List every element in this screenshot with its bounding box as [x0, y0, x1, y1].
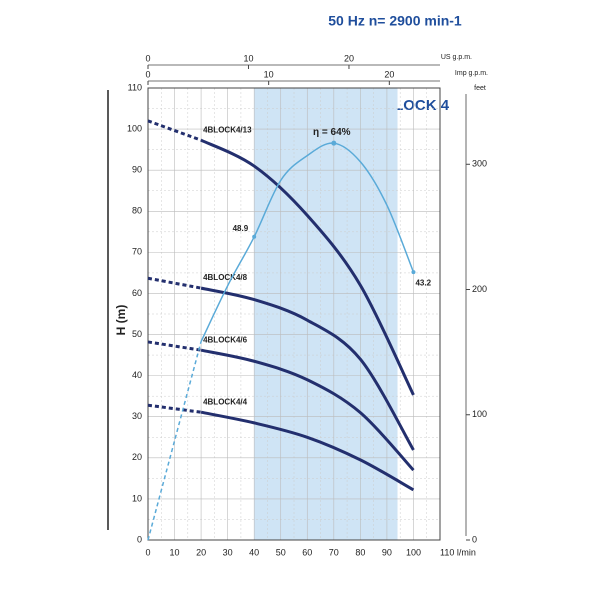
- top-tick-label: 20: [344, 53, 354, 63]
- efficiency-point: [411, 270, 416, 275]
- x2-axis-title: US g.p.m.: [441, 54, 472, 61]
- x-tick-label: 40: [249, 547, 259, 557]
- pump-curve: [147, 403, 202, 414]
- x3-axis-title: Imp g.p.m.: [455, 70, 488, 77]
- pump-curve: [200, 286, 415, 451]
- efficiency-curve: [200, 142, 415, 342]
- efficiency-label: η = 64%: [313, 127, 351, 138]
- x-tick-label: 60: [302, 547, 312, 557]
- pump-curve: [147, 276, 202, 290]
- efficiency-peak: [331, 140, 337, 146]
- y-tick-label: 40: [132, 370, 142, 380]
- curve-label: 4BLOCK4/6: [203, 335, 248, 344]
- y-tick-label: 60: [132, 288, 142, 298]
- x-tick-label: 70: [329, 547, 339, 557]
- plot-frame: [147, 87, 441, 541]
- y-tick-label: 110: [128, 82, 142, 92]
- y2-tick-label: 0: [472, 534, 477, 544]
- pump-curve: [147, 340, 202, 352]
- efficiency-curve: [147, 341, 202, 541]
- y-tick-label: 70: [132, 247, 142, 257]
- x-tick-label: 30: [223, 547, 233, 557]
- y-tick-label: 50: [132, 329, 142, 339]
- curve-label: 4BLOCK4/4: [203, 397, 248, 406]
- x-tick-label: 20: [196, 547, 206, 557]
- y-tick-label: 20: [132, 452, 142, 462]
- pump-curve: [200, 410, 415, 492]
- y2-tick-label: 100: [472, 409, 487, 419]
- top-tick-label: 10: [243, 53, 253, 63]
- y-tick-label: 80: [132, 206, 142, 216]
- top-tick-label: 10: [264, 69, 274, 79]
- x-tick-label: 100: [406, 547, 421, 557]
- curve-label: 4BLOCK4/8: [203, 273, 248, 282]
- y-tick-label: 0: [137, 534, 142, 544]
- top-tick-label: 20: [384, 69, 394, 79]
- x-tick-label: 10: [170, 547, 180, 557]
- x-tick-label: 50: [276, 547, 286, 557]
- y-tick-label: 100: [127, 123, 142, 133]
- top-tick-label: 0: [145, 69, 150, 79]
- y-axis-title: H (m): [114, 305, 128, 336]
- top-tick-label: 0: [145, 53, 150, 63]
- pump-curve: [200, 348, 415, 472]
- pump-curve: [147, 119, 202, 142]
- y-tick-label: 30: [132, 411, 142, 421]
- y2-tick-label: 200: [472, 284, 487, 294]
- efficiency-point: [252, 234, 257, 239]
- y2-axis-title: feet: [474, 85, 486, 92]
- chart-title: 50 Hz n= 2900 min-1: [328, 13, 462, 29]
- x-tick-label: 0: [145, 547, 150, 557]
- value-label: 43.2: [415, 278, 431, 287]
- y2-tick-label: 300: [472, 159, 487, 169]
- y-tick-label: 10: [132, 493, 142, 503]
- curve-label: 4BLOCK4/13: [203, 125, 252, 134]
- y-tick-label: 90: [132, 165, 142, 175]
- value-label: 48.9: [233, 224, 249, 233]
- x-tick-label: 90: [382, 547, 392, 557]
- x-tick-label: 80: [355, 547, 365, 557]
- x-tick-label: 110 l/min: [440, 547, 476, 557]
- pump-curve: [200, 138, 415, 396]
